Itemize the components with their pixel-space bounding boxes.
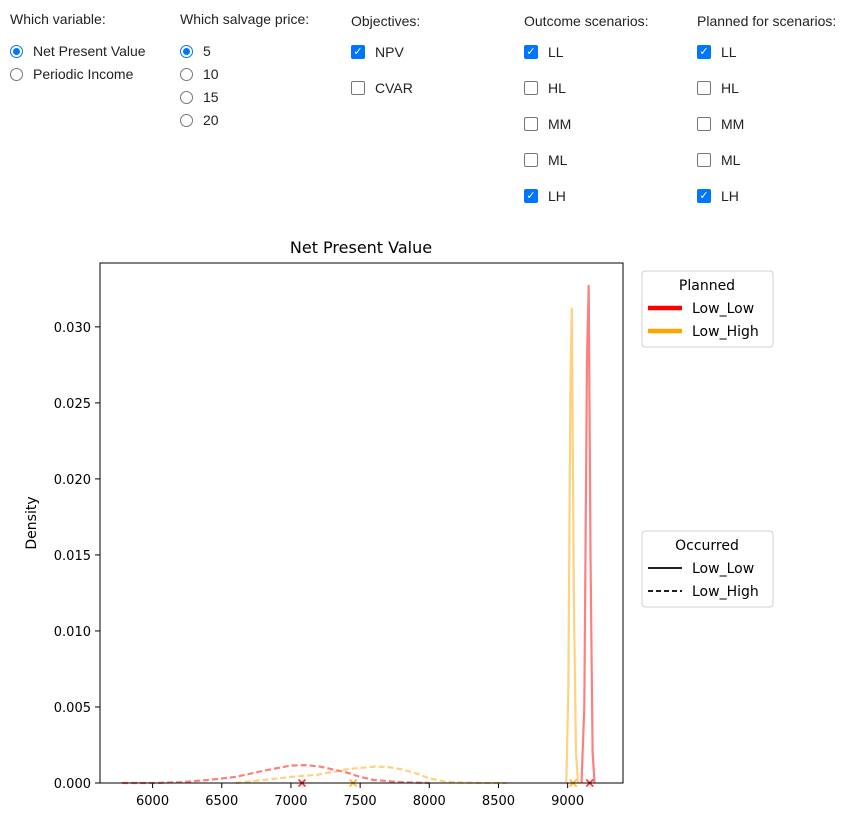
variable-option-npv[interactable]: Net Present Value bbox=[10, 43, 146, 59]
outcome-mm[interactable]: MM bbox=[524, 116, 571, 132]
outcome-title: Outcome scenarios: bbox=[524, 13, 649, 29]
outcome-group: Outcome scenarios: ✓ LL HL MM ML ✓ LH bbox=[524, 11, 649, 204]
legend-occurred: Occurred Low_Low Low_High bbox=[641, 530, 774, 608]
salvage-option-label: 15 bbox=[203, 89, 219, 105]
series-line-low-low-solid bbox=[580, 284, 596, 784]
objective-label: CVAR bbox=[375, 80, 413, 96]
objective-label: NPV bbox=[375, 44, 404, 60]
y-tick-label: 0.000 bbox=[54, 777, 91, 792]
legend-planned-title: Planned bbox=[679, 278, 735, 294]
salvage-option-10[interactable]: 10 bbox=[180, 66, 219, 82]
legend-planned-entry: Low_Low bbox=[692, 301, 754, 317]
x-tick-label: 7500 bbox=[344, 794, 377, 809]
salvage-option-5[interactable]: 5 bbox=[180, 43, 211, 59]
salvage-option-label: 5 bbox=[203, 43, 211, 59]
radio-salvage-20[interactable] bbox=[180, 113, 193, 127]
series-layer bbox=[122, 284, 596, 785]
checkbox-outcome-lh[interactable]: ✓ bbox=[524, 189, 538, 203]
outcome-label: LL bbox=[548, 44, 564, 60]
outcome-label: HL bbox=[548, 80, 566, 96]
planned-label: MM bbox=[721, 116, 745, 132]
x-tick-label: 7000 bbox=[274, 794, 307, 809]
checkbox-planned-ll[interactable]: ✓ bbox=[697, 45, 711, 59]
objectives-group: Objectives: ✓ NPV CVAR bbox=[351, 11, 421, 96]
legend-occurred-title: Occurred bbox=[675, 538, 739, 554]
planned-label: HL bbox=[721, 80, 739, 96]
checkbox-outcome-hl[interactable] bbox=[524, 81, 538, 95]
planned-ml[interactable]: ML bbox=[697, 152, 740, 168]
y-tick-label: 0.015 bbox=[54, 549, 91, 564]
planned-lh[interactable]: ✓ LH bbox=[697, 188, 739, 204]
series-line-low-low-dashed bbox=[122, 764, 430, 785]
density-chart: Net Present Value 6000 6500 7000 7500 8000 85… bbox=[24, 238, 774, 809]
legend-planned-entry: Low_High bbox=[692, 324, 759, 340]
objective-cvar[interactable]: CVAR bbox=[351, 80, 413, 96]
outcome-label: ML bbox=[548, 152, 568, 168]
radio-salvage-5[interactable] bbox=[180, 44, 193, 58]
legend-occurred-box bbox=[641, 530, 774, 608]
salvage-option-15[interactable]: 15 bbox=[180, 89, 219, 105]
radio-npv[interactable] bbox=[10, 44, 23, 58]
checkbox-planned-mm[interactable] bbox=[697, 117, 711, 131]
axis-ticks: 6000 6500 7000 7500 8000 8500 9000 0.000 0.005 0.… bbox=[54, 321, 584, 809]
salvage-option-20[interactable]: 20 bbox=[180, 112, 219, 128]
y-tick-label: 0.025 bbox=[54, 397, 91, 412]
planned-mm[interactable]: MM bbox=[697, 116, 744, 132]
checkbox-planned-hl[interactable] bbox=[697, 81, 711, 95]
legend-occurred-entry: Low_High bbox=[692, 584, 759, 600]
controls-panel: Which variable: Net Present Value Period… bbox=[0, 0, 850, 215]
planned-title: Planned for scenarios: bbox=[697, 13, 837, 29]
legend-planned: Planned Low_Low Low_High bbox=[641, 270, 774, 348]
x-tick-label: 8000 bbox=[413, 794, 446, 809]
x-tick-label: 8500 bbox=[482, 794, 515, 809]
outcome-lh[interactable]: ✓ LH bbox=[524, 188, 566, 204]
planned-group: Planned for scenarios: ✓ LL HL MM ML ✓ L… bbox=[697, 11, 837, 204]
chart-title: Net Present Value bbox=[290, 238, 432, 257]
y-tick-label: 0.020 bbox=[54, 473, 91, 488]
planned-hl[interactable]: HL bbox=[697, 80, 739, 96]
plot-frame bbox=[99, 262, 624, 784]
outcome-label: MM bbox=[548, 116, 572, 132]
radio-salvage-15[interactable] bbox=[180, 90, 193, 104]
legend-occurred-entry: Low_Low bbox=[692, 561, 754, 577]
variable-option-label: Periodic Income bbox=[33, 66, 134, 82]
salvage-option-label: 20 bbox=[203, 112, 219, 128]
outcome-hl[interactable]: HL bbox=[524, 80, 566, 96]
legend-planned-box bbox=[641, 270, 774, 348]
checkbox-cvar[interactable] bbox=[351, 81, 365, 95]
salvage-group: Which salvage price: 5 10 15 20 bbox=[180, 9, 310, 128]
variable-option-label: Net Present Value bbox=[33, 43, 146, 59]
y-tick-label: 0.030 bbox=[54, 321, 91, 336]
outcome-label: LH bbox=[548, 188, 566, 204]
salvage-title: Which salvage price: bbox=[180, 11, 310, 27]
checkbox-outcome-mm[interactable] bbox=[524, 117, 538, 131]
salvage-option-label: 10 bbox=[203, 66, 219, 82]
x-tick-label: 6500 bbox=[205, 794, 238, 809]
planned-label: LH bbox=[721, 188, 739, 204]
planned-label: ML bbox=[721, 152, 741, 168]
outcome-ll[interactable]: ✓ LL bbox=[524, 44, 564, 60]
planned-ll[interactable]: ✓ LL bbox=[697, 44, 737, 60]
series-line-low-high-solid bbox=[565, 307, 580, 784]
checkbox-npv[interactable]: ✓ bbox=[351, 45, 365, 59]
checkbox-outcome-ml[interactable] bbox=[524, 153, 538, 167]
variable-title: Which variable: bbox=[10, 11, 106, 27]
variable-group: Which variable: Net Present Value Period… bbox=[10, 9, 146, 82]
radio-periodic-income[interactable] bbox=[10, 67, 23, 81]
checkbox-planned-lh[interactable]: ✓ bbox=[697, 189, 711, 203]
y-tick-label: 0.005 bbox=[54, 701, 91, 716]
checkbox-planned-ml[interactable] bbox=[697, 153, 711, 167]
x-tick-label: 9000 bbox=[551, 794, 584, 809]
objectives-title: Objectives: bbox=[351, 13, 421, 29]
y-axis-label: Density bbox=[24, 496, 40, 549]
variable-option-periodic-income[interactable]: Periodic Income bbox=[10, 66, 133, 82]
y-tick-label: 0.010 bbox=[54, 625, 91, 640]
outcome-ml[interactable]: ML bbox=[524, 152, 567, 168]
checkbox-outcome-ll[interactable]: ✓ bbox=[524, 45, 538, 59]
x-tick-label: 6000 bbox=[136, 794, 169, 809]
planned-label: LL bbox=[721, 44, 737, 60]
objective-npv[interactable]: ✓ NPV bbox=[351, 44, 404, 60]
radio-salvage-10[interactable] bbox=[180, 67, 193, 81]
